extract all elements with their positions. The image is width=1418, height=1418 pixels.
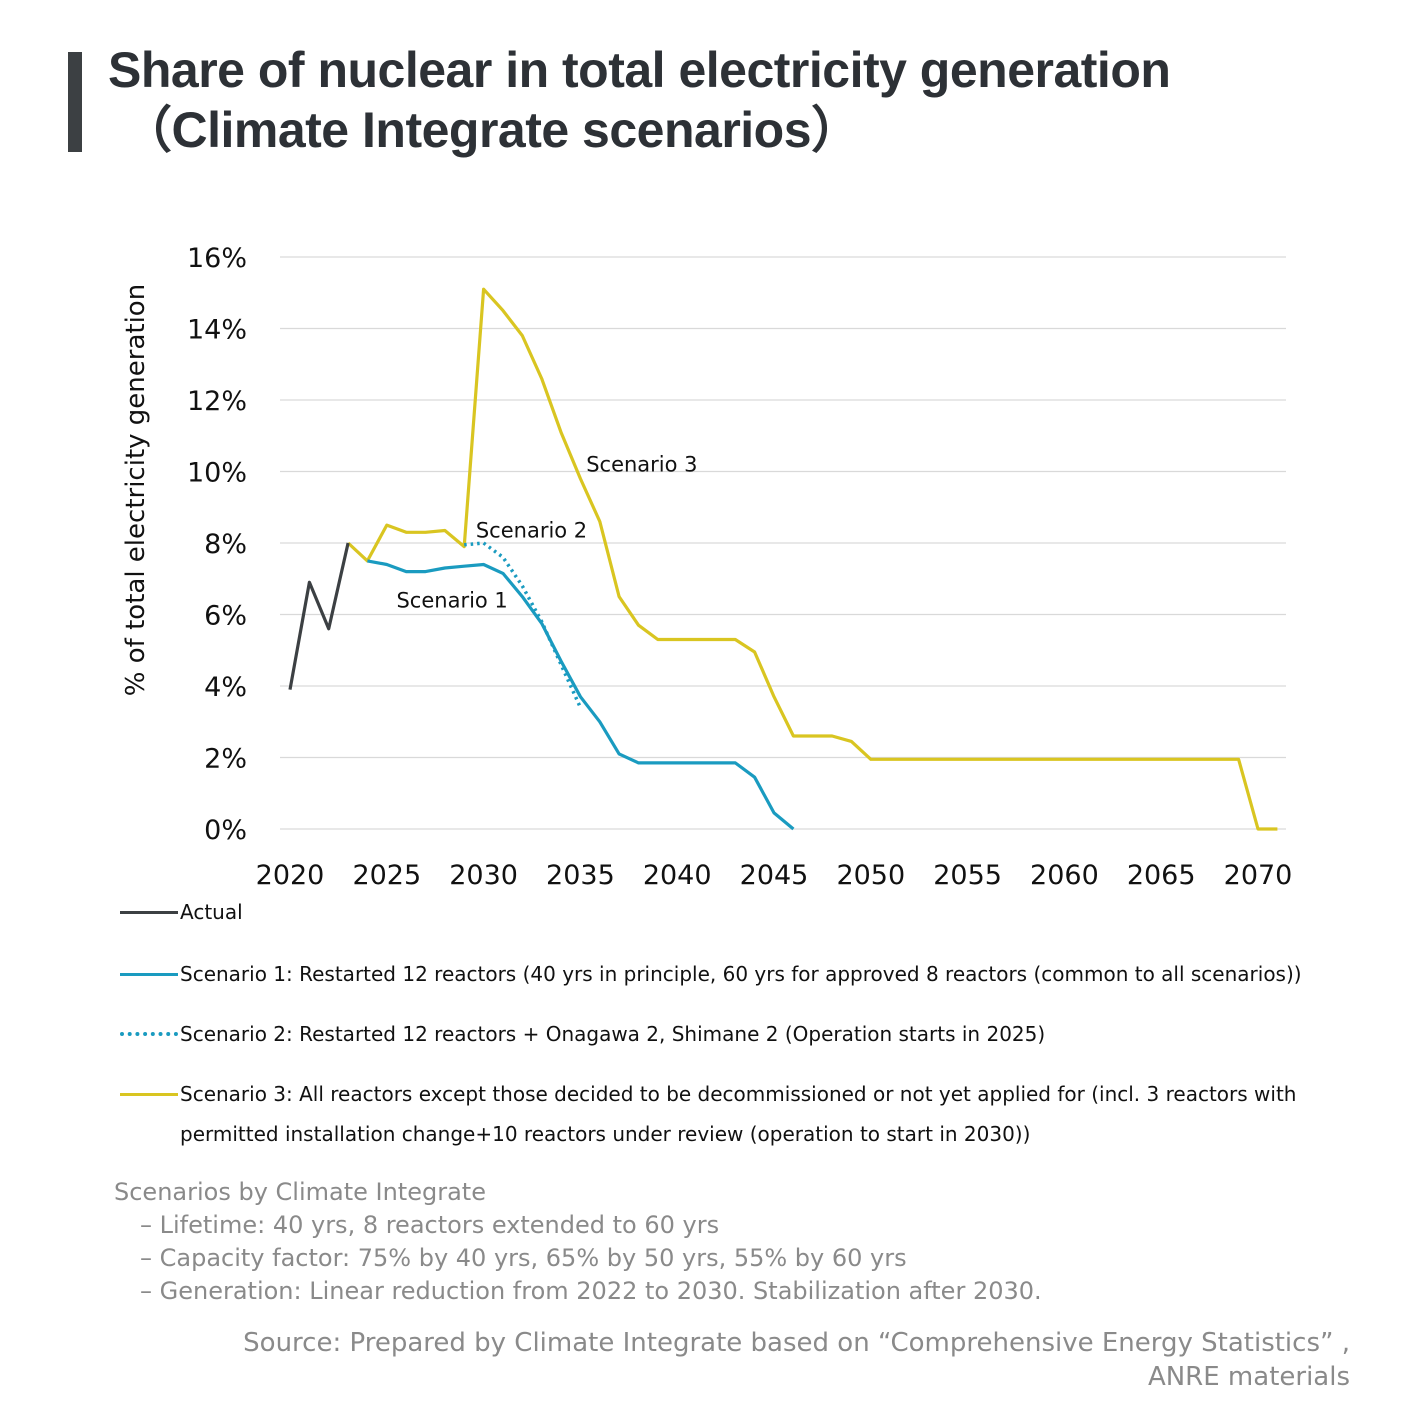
legend-item-scenario-1: Scenario 1: Restarted 12 reactors (40 yr… (120, 958, 1302, 994)
x-tick-label: 2025 (352, 860, 421, 891)
legend-label-scenario-2: Scenario 2: Restarted 12 reactors + Onag… (180, 1022, 1046, 1046)
scenario-2-line (464, 541, 582, 709)
legend-label-scenario-3: Scenario 3: All reactors except those de… (178, 1074, 1296, 1154)
legend-label-scenario-3-line1: Scenario 3: All reactors except those de… (180, 1082, 1297, 1106)
y-tick-label: 12% (187, 386, 247, 417)
notes-line: – Generation: Linear reduction from 2022… (140, 1277, 1042, 1305)
legend-item-scenario-2: Scenario 2: Restarted 12 reactors + Onag… (120, 1018, 1045, 1054)
notes-line: – Lifetime: 40 yrs, 8 reactors extended … (140, 1211, 720, 1239)
notes-heading: Scenarios by Climate Integrate (114, 1178, 486, 1206)
legend-swatch-scenario-3 (120, 1093, 178, 1096)
legend-item-scenario-3: Scenario 3: All reactors except those de… (120, 1078, 1296, 1154)
source-note: Source: Prepared by Climate Integrate ba… (243, 1326, 1350, 1394)
y-tick-label: 8% (204, 529, 247, 560)
x-tick-label: 2065 (1127, 860, 1196, 891)
x-tick-label: 2070 (1224, 860, 1293, 891)
actual-line (288, 542, 350, 690)
legend-item-actual: Actual (120, 896, 243, 932)
scenario-notes: Scenarios by Climate Integrate – Lifetim… (114, 1176, 1042, 1308)
x-tick-label: 2060 (1030, 860, 1099, 891)
chart-title: Share of nuclear in total electricity ge… (108, 40, 1171, 160)
x-tick-label: 2055 (933, 860, 1002, 891)
series-annotation: Scenario 2 (476, 519, 587, 543)
y-tick-labels: 0% 2% 4% 6% 8% 10% 12% 14% 16% (187, 243, 247, 846)
chart-title-line2: （Climate Integrate scenarios） (122, 102, 861, 158)
source-line1: Source: Prepared by Climate Integrate ba… (243, 1328, 1350, 1358)
y-tick-label: 6% (204, 601, 247, 632)
line-chart: 0%2%4%6%8%10%12%14%16% 2020 2025 2030 2035 2… (121, 243, 1293, 891)
title-accent-bar (68, 52, 82, 152)
y-tick-label: 16% (187, 243, 247, 274)
x-tick-label: 2020 (256, 860, 325, 891)
x-tick-labels: 2020 2025 2030 2035 2040 2045 2050 2055 2060 2065… (256, 860, 1293, 891)
legend-swatch-scenario-1 (120, 973, 178, 976)
series-annotation: Scenario 1 (396, 588, 507, 612)
scenario-1-line (367, 559, 795, 831)
y-tick-label: 4% (204, 672, 247, 703)
y-axis-label: % of total electricity generation (121, 284, 151, 696)
source-line2: ANRE materials (1147, 1362, 1350, 1392)
gridlines (280, 256, 1286, 830)
x-tick-label: 2030 (449, 860, 518, 891)
x-tick-label: 2035 (546, 860, 615, 891)
y-tick-label: 10% (187, 458, 247, 489)
legend-label-actual: Actual (180, 900, 243, 924)
y-tick-label: 14% (187, 315, 247, 346)
scenario-3-line (347, 287, 1278, 831)
series-annotations: Scenario 3 Scenario 2 Scenario 1 (396, 453, 697, 613)
y-tick-label: 0% (204, 815, 247, 846)
series-annotation: Scenario 3 (586, 453, 697, 477)
chart-title-line1: Share of nuclear in total electricity ge… (108, 42, 1171, 98)
x-tick-label: 2040 (643, 860, 712, 891)
y-tick-label: 2% (204, 744, 247, 775)
legend-swatch-actual (120, 911, 178, 914)
x-tick-label: 2050 (836, 860, 905, 891)
notes-line: – Capacity factor: 75% by 40 yrs, 65% by… (140, 1244, 907, 1272)
legend-label-scenario-1: Scenario 1: Restarted 12 reactors (40 yr… (180, 962, 1302, 986)
x-tick-label: 2045 (740, 860, 809, 891)
series-lines (288, 287, 1278, 831)
legend-label-scenario-3-line2: permitted installation change+10 reactor… (180, 1122, 1031, 1146)
legend-swatch-scenario-2 (120, 1032, 178, 1036)
